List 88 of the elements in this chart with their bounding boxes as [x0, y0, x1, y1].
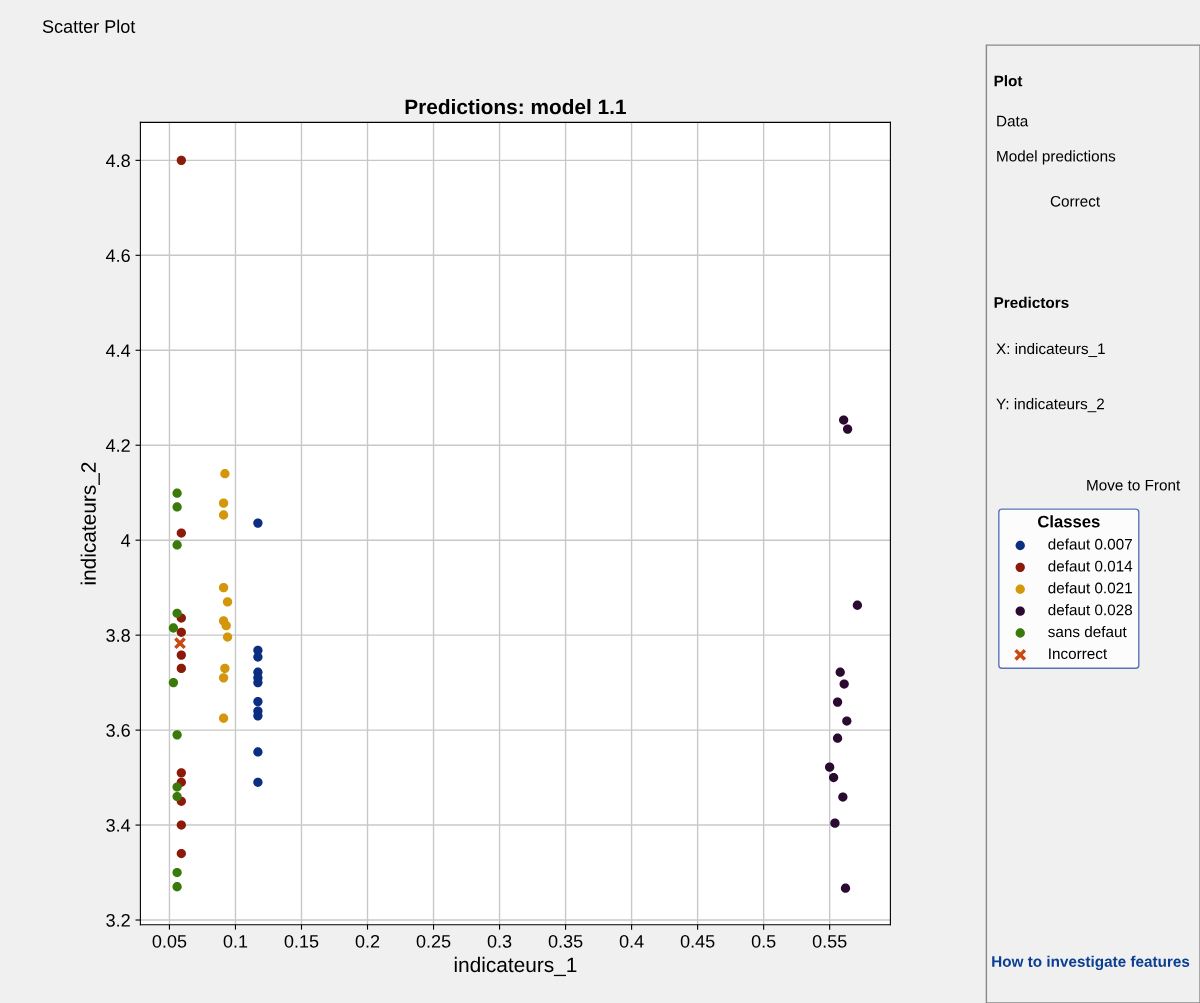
legend-title: Classes: [1037, 515, 1100, 528]
point: [839, 415, 849, 425]
text: Y: indicateurs_2: [996, 398, 1104, 413]
point: [218, 583, 229, 593]
point: [253, 777, 263, 787]
x-axis-title: indicateurs_1: [454, 956, 577, 977]
y-axis-title: indicateurs_2: [80, 462, 100, 585]
point: [218, 713, 229, 723]
point: [172, 882, 182, 892]
point: [218, 498, 229, 508]
y-tick-label: 4.6: [106, 249, 130, 263]
y-tick-label: 3.4: [106, 818, 131, 832]
point: [852, 600, 863, 610]
point: [832, 697, 843, 707]
point: [172, 502, 182, 512]
y-tick-label: 3.6: [106, 724, 130, 737]
text: Move to Front: [1087, 479, 1181, 491]
point: [222, 597, 233, 607]
point: [176, 768, 186, 778]
text: Scatter Plot: [42, 19, 136, 33]
legend-label: Incorrect: [1049, 648, 1108, 660]
point: [253, 747, 263, 757]
legend-label: defaut 0.007: [1048, 538, 1132, 550]
point: [173, 636, 187, 650]
text: Plot: [994, 75, 1023, 87]
y-tick-label: 3.2: [106, 913, 130, 927]
x-tick-label: 0.3: [487, 934, 512, 948]
y-tick-label: 4.8: [106, 154, 130, 168]
legend-label: defaut 0.028: [1048, 604, 1133, 616]
y-tick-label: 4: [121, 534, 131, 547]
x-tick-label: 0.05: [152, 934, 187, 948]
text: Data: [997, 115, 1029, 127]
point: [218, 510, 229, 520]
point: [176, 650, 186, 660]
x-tick-label: 0.1: [223, 934, 248, 948]
point: [222, 632, 233, 642]
x-tick-label: 0.4: [619, 934, 644, 948]
point: [842, 424, 853, 434]
x-tick-label: 0.55: [812, 934, 847, 948]
point: [172, 782, 182, 792]
x-tick-label: 0.45: [680, 934, 715, 948]
text: How to investigate features: [992, 955, 1190, 971]
x-tick-label: 0.25: [416, 934, 451, 948]
text: Correct: [1050, 195, 1100, 207]
text: X: indicateurs_1: [996, 342, 1105, 358]
legend-label: defaut 0.014: [1048, 560, 1133, 572]
point: [220, 663, 230, 674]
point: [176, 155, 186, 166]
point: [220, 469, 230, 479]
x-tick-label: 0.2: [355, 934, 380, 948]
point: [168, 623, 179, 633]
point: [168, 677, 179, 688]
point: [172, 791, 182, 802]
point: [838, 792, 848, 802]
point: [176, 663, 186, 674]
point: [176, 820, 186, 830]
x-tick-label: 0.15: [284, 934, 319, 948]
point: [176, 627, 186, 637]
point: [832, 733, 843, 743]
chart-title: Predictions: model 1.1: [405, 98, 626, 115]
point: [172, 730, 182, 740]
text: Model predictions: [997, 150, 1116, 165]
point: [839, 679, 849, 689]
y-tick-label: 4.4: [106, 344, 131, 357]
x-tick-label: 0.35: [548, 934, 583, 948]
point: [218, 673, 229, 683]
point: [253, 518, 263, 528]
x-tick-label: 0.5: [751, 934, 776, 948]
point: [840, 883, 851, 893]
point: [835, 667, 845, 677]
legend-label: sans defaut: [1048, 625, 1127, 638]
point: [253, 652, 263, 662]
point: [825, 762, 835, 772]
point: [172, 867, 182, 878]
point: [221, 620, 231, 631]
point: [172, 488, 182, 498]
point: [842, 716, 852, 726]
y-tick-label: 4.2: [106, 439, 130, 452]
point: [253, 696, 263, 707]
point: [172, 608, 182, 618]
legend-label: defaut 0.021: [1048, 582, 1132, 594]
text: Predictors: [994, 296, 1069, 309]
point: [830, 818, 840, 828]
point: [828, 772, 839, 783]
point: [176, 528, 186, 538]
y-tick-label: 3.8: [106, 629, 130, 642]
point: [176, 848, 186, 859]
point: [172, 540, 182, 550]
